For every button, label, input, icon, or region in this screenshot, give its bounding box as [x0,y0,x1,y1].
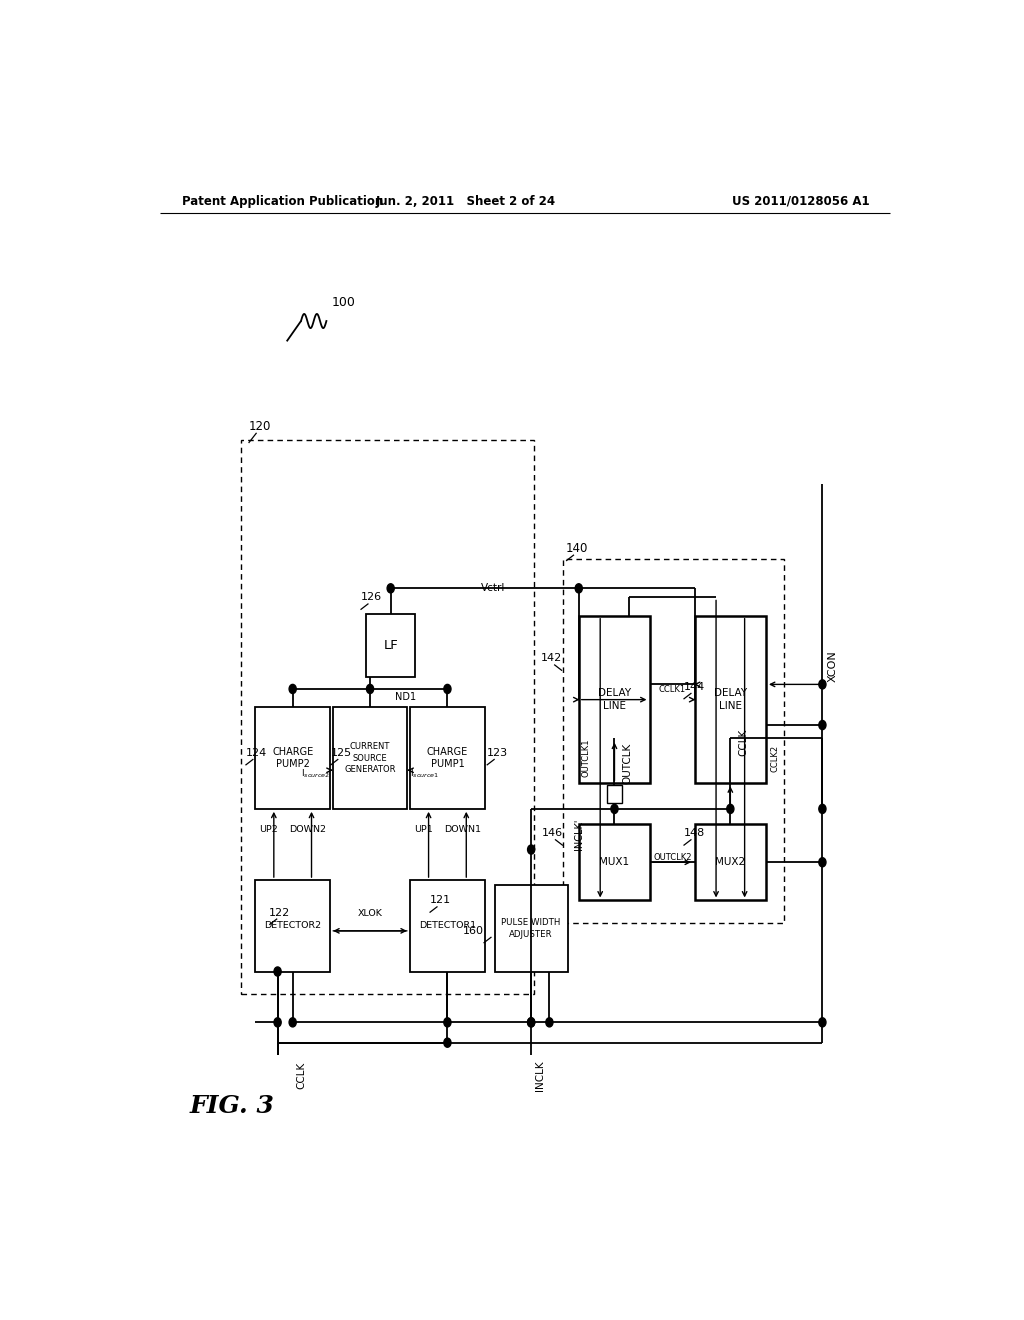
Bar [694,824,766,900]
Bar [563,558,783,923]
Text: 146: 146 [542,828,563,838]
Text: ND1: ND1 [394,692,416,702]
Text: CCLK: CCLK [738,729,749,756]
Circle shape [274,968,282,975]
Text: 140: 140 [566,543,589,556]
Circle shape [289,1018,296,1027]
Text: 120: 120 [249,420,271,433]
Circle shape [727,804,734,813]
Text: 144: 144 [684,682,705,692]
Text: OUTCLK: OUTCLK [623,743,633,784]
Text: CHARGE
PUMP1: CHARGE PUMP1 [427,747,468,770]
Text: MUX1: MUX1 [599,857,630,867]
Text: DETECTOR2: DETECTOR2 [264,921,322,931]
Text: PULSE WIDTH
ADJUSTER: PULSE WIDTH ADJUSTER [502,919,561,939]
Text: 125: 125 [331,748,351,758]
Bar [410,708,485,809]
Text: 142: 142 [541,653,562,664]
Circle shape [575,583,583,593]
Text: FIG. 3: FIG. 3 [189,1094,274,1118]
Text: Patent Application Publication: Patent Application Publication [182,194,383,207]
Text: INCLK: INCLK [536,1060,545,1090]
Text: 100: 100 [332,296,355,309]
Circle shape [819,721,826,730]
Circle shape [443,1038,451,1047]
Circle shape [527,1018,535,1027]
Circle shape [443,1018,451,1027]
Circle shape [819,1018,826,1027]
Text: Jun. 2, 2011   Sheet 2 of 24: Jun. 2, 2011 Sheet 2 of 24 [375,194,555,207]
Circle shape [387,583,394,593]
Text: DELAY
LINE: DELAY LINE [598,688,631,711]
Circle shape [367,684,374,693]
Text: CCLK: CCLK [297,1061,306,1089]
Text: 148: 148 [684,828,705,838]
Bar [367,614,416,677]
Circle shape [611,804,618,813]
Circle shape [443,684,451,693]
Bar [255,708,331,809]
Circle shape [289,684,296,693]
Text: LF: LF [383,639,398,652]
Text: MUX2: MUX2 [716,857,745,867]
Text: DOWN2: DOWN2 [290,825,327,834]
Bar [333,708,408,809]
Bar [579,824,650,900]
Text: OUTCLK1: OUTCLK1 [582,739,590,777]
Bar [606,784,623,803]
Text: DELAY
LINE: DELAY LINE [714,688,746,711]
Text: 122: 122 [269,908,291,917]
Text: 126: 126 [360,593,382,602]
Circle shape [819,804,826,813]
Text: CCLK2: CCLK2 [770,744,779,772]
Text: I$_{source2}$: I$_{source2}$ [301,767,331,780]
Circle shape [274,1018,282,1027]
Circle shape [527,845,535,854]
Text: 123: 123 [486,748,508,758]
Bar [242,440,534,994]
Text: CURRENT
SOURCE
GENERATOR: CURRENT SOURCE GENERATOR [344,742,396,774]
Text: Vctrl: Vctrl [481,583,506,593]
Text: CCLK1: CCLK1 [658,685,686,694]
Text: DOWN1: DOWN1 [444,825,481,834]
Text: CHARGE
PUMP2: CHARGE PUMP2 [272,747,313,770]
Circle shape [546,1018,553,1027]
Circle shape [819,858,826,867]
Text: US 2011/0128056 A1: US 2011/0128056 A1 [732,194,870,207]
Text: 121: 121 [430,895,451,906]
Bar [579,615,650,784]
Text: OUTCLK2: OUTCLK2 [653,853,691,862]
Text: XCON: XCON [828,651,838,682]
Circle shape [527,1018,535,1027]
Text: UP1: UP1 [414,825,432,834]
Bar [694,615,766,784]
Text: DETECTOR1: DETECTOR1 [419,921,476,931]
Text: 160: 160 [463,925,483,936]
Bar [255,880,331,972]
Bar [410,880,485,972]
Bar [495,886,567,972]
Circle shape [819,680,826,689]
Text: XLOK: XLOK [357,909,383,919]
Text: UP2: UP2 [259,825,278,834]
Text: INCLK': INCLK' [574,818,584,850]
Text: I$_{source1}$: I$_{source1}$ [410,767,439,780]
Text: 124: 124 [246,748,266,758]
